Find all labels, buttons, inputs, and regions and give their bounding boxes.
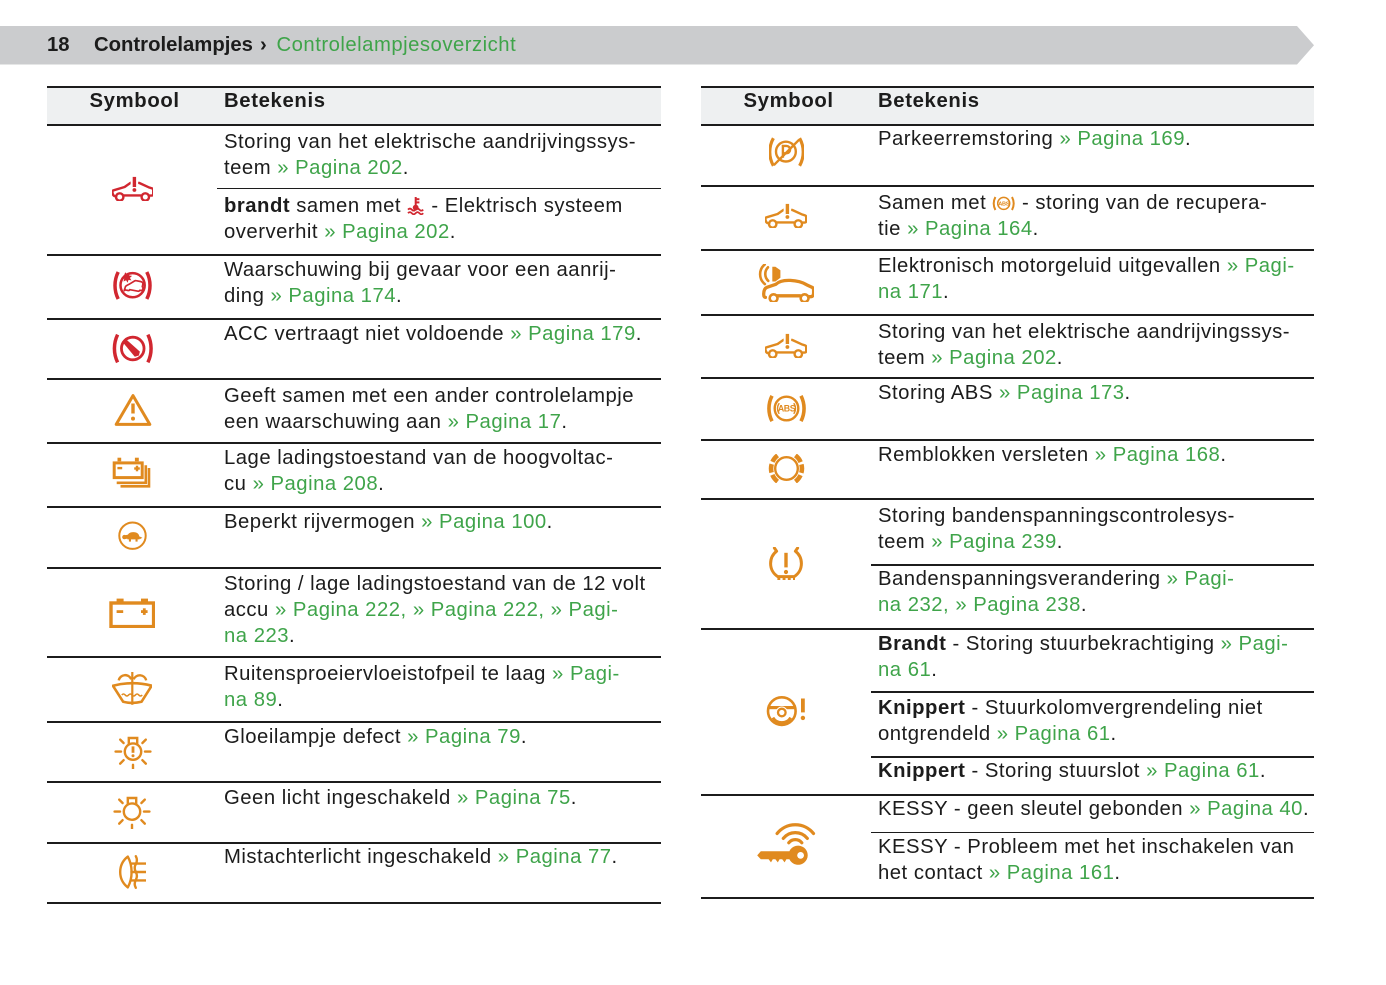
svg-text:ABS: ABS [777, 404, 795, 414]
svg-text:ABS: ABS [999, 202, 1010, 208]
